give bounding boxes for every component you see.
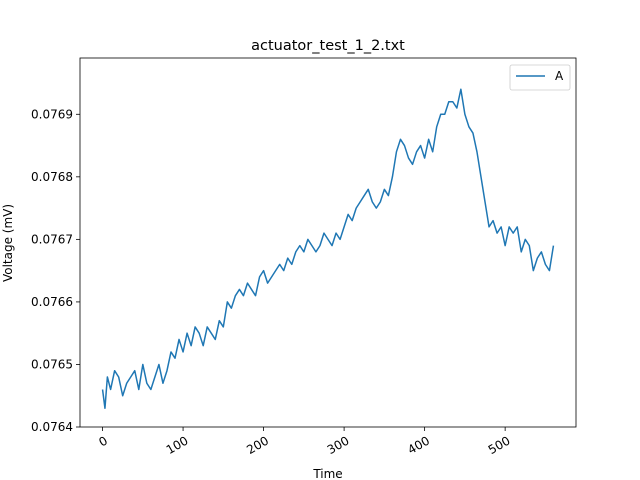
y-axis-label: Voltage (mV)	[1, 204, 15, 282]
y-tick-label: 0.0764	[31, 420, 73, 434]
plot-series-group	[101, 88, 555, 409]
plot-area	[80, 58, 576, 427]
series-line-a	[101, 88, 555, 409]
y-tick-label: 0.0767	[31, 232, 73, 246]
chart-title: actuator_test_1_2.txt	[251, 38, 405, 54]
legend-label-a: A	[555, 69, 564, 83]
plot-frame	[79, 57, 577, 428]
legend-box	[509, 64, 571, 91]
y-tick-label: 0.0768	[31, 170, 73, 184]
y-tick-label: 0.0765	[31, 357, 73, 371]
y-tick-label: 0.0766	[31, 295, 73, 309]
legend: A	[509, 64, 571, 91]
y-tick-label: 0.0769	[31, 107, 73, 121]
y-axis: 0.0764 0.0765 0.0766 0.0767 0.0768 0.0769	[31, 107, 80, 434]
x-axis-label: Time	[312, 467, 342, 480]
